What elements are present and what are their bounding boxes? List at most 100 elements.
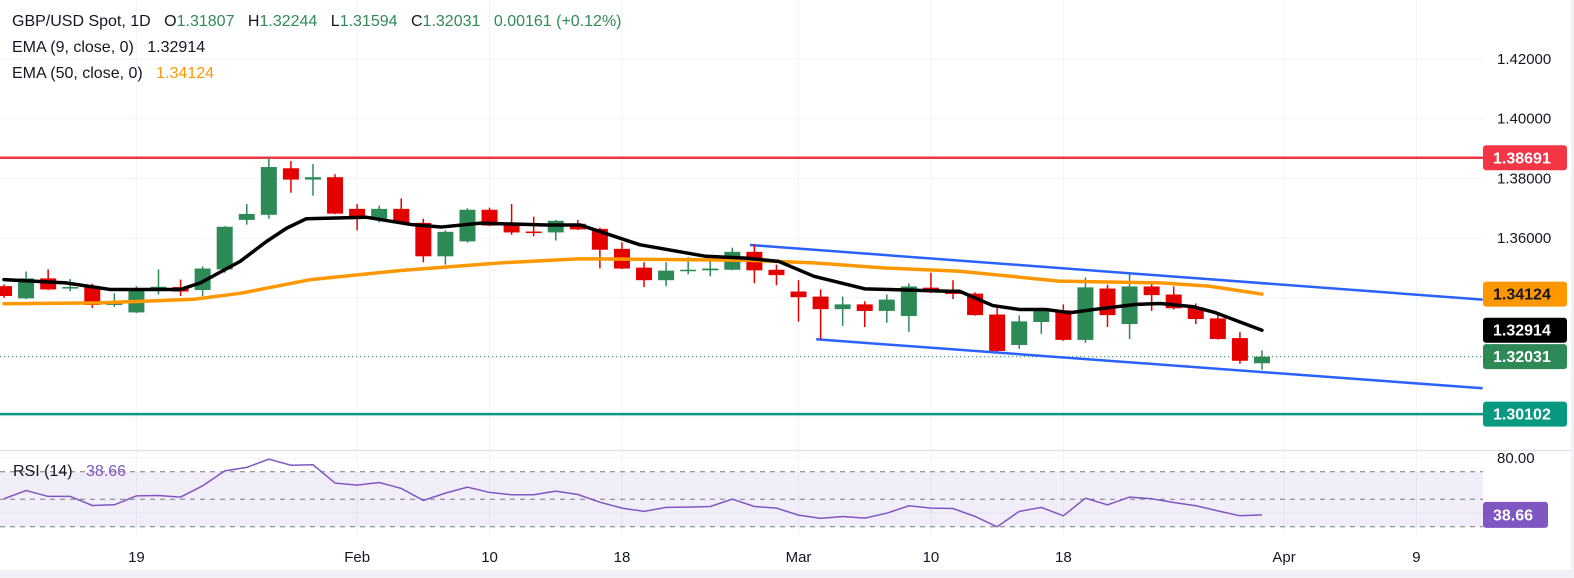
last-price-label-box — [1483, 344, 1567, 370]
candle-down — [40, 269, 57, 291]
candle-body — [1011, 321, 1028, 345]
ema9-legend[interactable]: EMA (9, close, 0) 1.32914 — [12, 38, 205, 58]
candle-body — [790, 291, 807, 298]
candle-body — [768, 269, 785, 276]
candle-body — [260, 167, 277, 215]
last-price-label: 1.32031 — [1493, 349, 1551, 366]
candle-body — [1099, 288, 1116, 316]
candle-body — [989, 314, 1006, 351]
rsi-legend[interactable]: RSI (14) 38.66 — [13, 463, 126, 481]
candle-body — [1143, 286, 1160, 296]
high-label: H — [247, 13, 260, 30]
candle-up — [878, 294, 895, 323]
price-tick-label: 1.40000 — [1497, 111, 1551, 128]
candle-down — [1209, 312, 1226, 340]
rsi-value-label: 38.66 — [1493, 507, 1533, 524]
candle-up — [216, 226, 233, 273]
time-tick-label: 9 — [1412, 549, 1420, 566]
symbol-title: GBP/USD Spot, 1D — [12, 13, 151, 30]
candle-body — [62, 287, 79, 289]
candle-down — [856, 301, 873, 328]
candle-down — [989, 306, 1006, 352]
candle-body — [18, 278, 35, 299]
candle-body — [636, 267, 653, 281]
rsi-value: 38.66 — [86, 463, 127, 480]
candle-body — [327, 177, 344, 214]
candle-body — [1231, 338, 1248, 361]
candle-up — [1011, 315, 1028, 349]
candle-down — [525, 216, 542, 237]
candle-body — [84, 287, 101, 305]
candle-body — [216, 226, 233, 270]
candle-body — [0, 286, 12, 297]
candle-body — [503, 224, 520, 233]
candle-body — [1055, 310, 1072, 340]
rsi-line — [3, 458, 1263, 528]
candle-body — [856, 304, 873, 311]
candle-down — [503, 204, 520, 235]
candle-down — [1143, 283, 1160, 311]
candle-up — [304, 164, 321, 196]
candle-up — [1033, 307, 1050, 334]
rsi-tick-label: 80.00 — [1497, 450, 1535, 467]
bottom-border — [0, 570, 1574, 578]
candle-up — [834, 296, 851, 326]
candle-up — [238, 204, 255, 225]
candle-body — [106, 303, 123, 305]
open-value: 1.31807 — [176, 13, 235, 30]
support-price-label: 1.30102 — [1493, 407, 1551, 424]
close-label: C — [410, 13, 423, 30]
candle-up — [18, 271, 35, 300]
channel-upper-line — [749, 243, 1483, 301]
price-tick-label: 1.42000 — [1497, 51, 1551, 68]
candle-body — [40, 278, 57, 290]
candle-down — [790, 280, 807, 322]
ema9-value: 1.32914 — [147, 39, 206, 56]
time-tick-label: 18 — [614, 549, 631, 566]
right-border — [1571, 0, 1574, 578]
candle-body — [437, 231, 454, 257]
candle-body — [812, 296, 829, 310]
ema9-price-label-box — [1483, 317, 1567, 343]
candle-body — [1209, 318, 1226, 339]
resistance-price-label-box — [1483, 145, 1567, 171]
candle-body — [415, 222, 432, 257]
candle-body — [680, 269, 697, 272]
time-tick-label: 19 — [128, 549, 145, 566]
candle-body — [349, 208, 366, 219]
candle-up — [1253, 350, 1270, 370]
ema50-price-label-box — [1483, 281, 1567, 307]
candle-down — [0, 284, 12, 298]
ema50-legend[interactable]: EMA (50, close, 0) 1.34124 — [12, 64, 214, 84]
candle-body — [834, 304, 851, 310]
time-tick-label: 10 — [923, 549, 940, 566]
candle-body — [702, 268, 719, 271]
candle-body — [1187, 307, 1204, 319]
symbol-legend[interactable]: GBP/USD Spot, 1D O1.31807 H1.32244 L1.31… — [12, 12, 622, 32]
candle-body — [304, 177, 321, 180]
rsi-label: RSI (14) — [13, 463, 73, 480]
ema9-price-label: 1.32914 — [1493, 323, 1551, 340]
price-tick-label: 1.36000 — [1497, 230, 1551, 247]
price-tick-label: 1.38000 — [1497, 170, 1551, 187]
candle-body — [393, 208, 410, 224]
close-value: 1.32031 — [422, 13, 481, 30]
candle-down — [636, 262, 653, 288]
candle-body — [1033, 310, 1050, 322]
time-tick-label: 18 — [1055, 549, 1072, 566]
candle-body — [900, 286, 917, 317]
channel-lower-line — [816, 338, 1483, 390]
candle-up — [106, 293, 123, 308]
open-label: O — [164, 13, 177, 30]
ema50-value: 1.34124 — [156, 65, 215, 82]
high-value: 1.32244 — [259, 13, 318, 30]
change-value: 0.00161 (+0.12%) — [493, 13, 622, 30]
candle-up — [658, 262, 675, 287]
candle-body — [525, 231, 542, 234]
ema50-price-label: 1.34124 — [1493, 287, 1551, 304]
ema50-label: EMA (50, close, 0) — [12, 65, 143, 82]
candle-body — [658, 270, 675, 281]
candle-up — [437, 230, 454, 265]
resistance-price-label: 1.38691 — [1493, 150, 1551, 167]
